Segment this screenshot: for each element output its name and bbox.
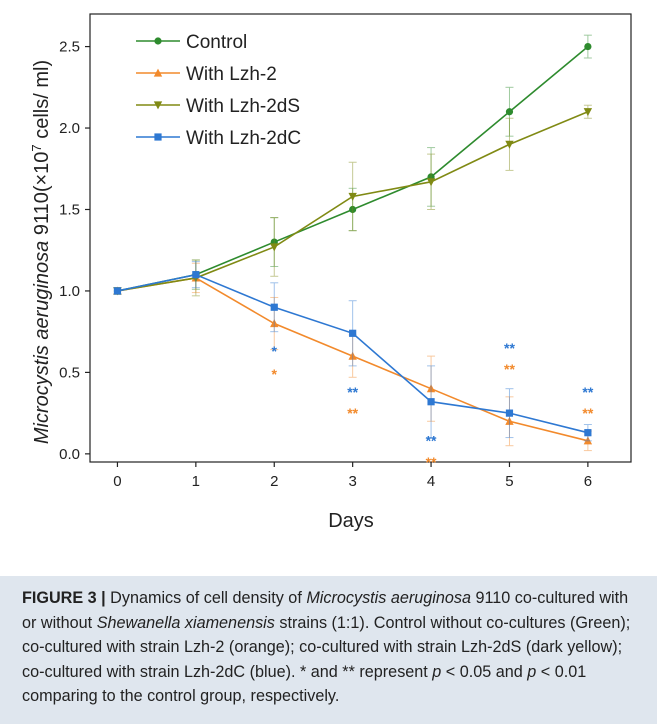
significance-mark: ** xyxy=(347,384,358,400)
data-point xyxy=(584,429,591,436)
y-tick-label: 2.5 xyxy=(59,39,80,56)
significance-mark: * xyxy=(272,366,278,382)
y-axis-label-unit: cells/ ml) xyxy=(31,60,53,144)
legend-label: With Lzh-2dC xyxy=(186,128,301,149)
significance-mark: ** xyxy=(426,454,437,470)
y-tick-label: 1.0 xyxy=(59,283,80,300)
caption-species: Microcystis aeruginosa xyxy=(306,589,471,607)
plot-frame xyxy=(90,14,631,462)
x-tick-label: 1 xyxy=(192,473,200,490)
data-point xyxy=(584,43,591,50)
figure-label: FIGURE 3 | xyxy=(22,589,106,607)
x-axis: 0 1 2 3 4 5 6 xyxy=(113,462,592,490)
x-axis-label: Days xyxy=(328,510,374,532)
legend-label: With Lzh-2 xyxy=(186,64,277,85)
data-point xyxy=(506,410,513,417)
data-point xyxy=(192,271,199,278)
caption-bacteria: Shewanella xiamenensis xyxy=(97,614,275,632)
y-axis-label-exponent: 7 xyxy=(29,144,44,151)
legend-marker xyxy=(154,37,161,44)
data-point xyxy=(349,330,356,337)
x-tick-label: 0 xyxy=(113,473,121,490)
legend-item: With Lzh-2 xyxy=(136,64,277,85)
y-axis-label-strain: 9110(×10 xyxy=(31,152,53,241)
legend-label: With Lzh-2dS xyxy=(186,96,300,117)
significance-mark: ** xyxy=(582,405,593,421)
legend: Control With Lzh-2 With Lzh-2dS With Lzh-2d… xyxy=(136,32,301,149)
data-point xyxy=(505,141,513,149)
significance-mark: ** xyxy=(347,405,358,421)
y-axis: 0.0 0.5 1.0 1.5 2.0 2.5 xyxy=(59,39,90,463)
significance-mark: ** xyxy=(504,361,515,377)
caption-text: < 0.05 and xyxy=(441,663,527,681)
legend-marker xyxy=(154,133,161,140)
y-tick-label: 0.0 xyxy=(59,446,80,463)
caption-text: Dynamics of cell density of xyxy=(106,589,307,607)
y-tick-label: 1.5 xyxy=(59,201,80,218)
x-tick-label: 5 xyxy=(505,473,513,490)
figure-caption: FIGURE 3 | Dynamics of cell density of M… xyxy=(22,586,634,709)
data-point xyxy=(271,304,278,311)
x-tick-label: 3 xyxy=(348,473,356,490)
y-axis-label-species: Microcystis aeruginosa xyxy=(31,241,53,444)
significance-mark: * xyxy=(272,343,278,359)
data-point xyxy=(114,287,121,294)
caption-p-symbol: p xyxy=(432,663,441,681)
legend-item: Control xyxy=(136,32,247,53)
data-point xyxy=(506,108,513,115)
legend-label: Control xyxy=(186,32,247,53)
significance-mark: ** xyxy=(426,433,437,449)
caption-p-symbol: p xyxy=(527,663,536,681)
significance-mark: ** xyxy=(504,340,515,356)
legend-item: With Lzh-2dC xyxy=(136,128,301,149)
x-tick-label: 4 xyxy=(427,473,435,490)
y-axis-label: Microcystis aeruginosa 9110(×107 cells/ … xyxy=(29,60,54,444)
y-tick-label: 0.5 xyxy=(59,364,80,381)
x-tick-label: 2 xyxy=(270,473,278,490)
legend-item: With Lzh-2dS xyxy=(136,96,300,117)
y-tick-label: 2.0 xyxy=(59,120,80,137)
significance-mark: ** xyxy=(582,384,593,400)
x-tick-label: 6 xyxy=(584,473,592,490)
data-point xyxy=(427,398,434,405)
plot-border xyxy=(90,14,631,462)
data-point xyxy=(348,193,356,201)
